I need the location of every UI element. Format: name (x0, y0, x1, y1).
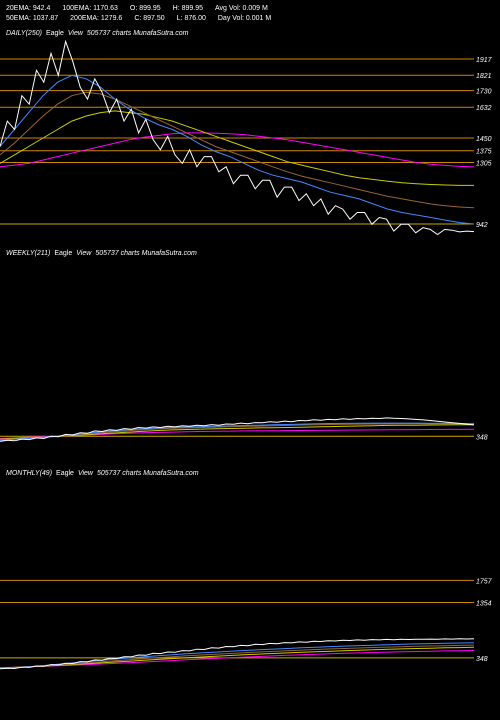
series-50ema (0, 92, 474, 207)
panel-source: 505737 charts MunafaSutra.com (97, 470, 199, 477)
price-level-label: 348 (476, 434, 488, 441)
panel-timeframe: MONTHLY(49) (6, 470, 52, 477)
panel-title: DAILY(250) Eagle View 505737 charts MunafaS… (6, 30, 188, 37)
price-level-label: 1821 (476, 73, 492, 80)
series-100ema (0, 110, 474, 184)
header-stat: 50EMA: 1037.87 (6, 14, 58, 24)
price-level-label: 1450 (476, 136, 492, 143)
price-level-label: 1305 (476, 160, 492, 167)
chart-svg: 1757 1354 348 (0, 468, 500, 688)
panel-brand: Eagle (54, 250, 72, 257)
panel-timeframe: DAILY(250) (6, 30, 42, 37)
price-level-label: 1375 (476, 148, 492, 155)
header-stat: C: 897.50 (134, 14, 164, 24)
panel-title: MONTHLY(49) Eagle View 505737 charts Munafa… (6, 470, 199, 477)
header-stat: H: 899.95 (173, 4, 203, 14)
panel-view-label: View (68, 30, 83, 37)
price-level-label: 1354 (476, 600, 492, 607)
panel-timeframe: WEEKLY(211) (6, 250, 50, 257)
chart-svg: 1917 1821 1730 1632 1450 1375 1305 942 (0, 28, 500, 248)
panel-view-label: View (78, 470, 93, 477)
header-stat: O: 899.95 (130, 4, 161, 14)
header-row-1: 20EMA: 942.4 100EMA: 1170.63 O: 899.95 H: 8… (6, 4, 494, 14)
price-level-label: 1632 (476, 105, 492, 112)
chart-svg: 348 (0, 248, 500, 468)
price-level-label: 348 (476, 655, 488, 662)
chart-panel: DAILY(250) Eagle View 505737 charts MunafaS… (0, 28, 500, 248)
chart-panel: MONTHLY(49) Eagle View 505737 charts Munafa… (0, 468, 500, 688)
panel-source: 505737 charts MunafaSutra.com (87, 30, 189, 37)
header-stat: 100EMA: 1170.63 (62, 4, 118, 14)
series-200ema (0, 429, 474, 438)
header-stat: 20EMA: 942.4 (6, 4, 50, 14)
header-stat: L: 876.00 (177, 14, 206, 24)
series-20ema (0, 75, 474, 224)
panel-source: 505737 charts MunafaSutra.com (95, 250, 197, 257)
panel-view-label: View (76, 250, 91, 257)
header-stat: Avg Vol: 0.009 M (215, 4, 268, 14)
header-stats: 20EMA: 942.4 100EMA: 1170.63 O: 899.95 H: 8… (0, 0, 500, 28)
header-row-2: 50EMA: 1037.87 200EMA: 1279.6 C: 897.50 L: … (6, 14, 494, 24)
price-level-label: 942 (476, 222, 488, 229)
price-level-label: 1730 (476, 88, 492, 95)
price-level-label: 1757 (476, 578, 493, 585)
panel-title: WEEKLY(211) Eagle View 505737 charts Munafa… (6, 250, 197, 257)
chart-panels-container: DAILY(250) Eagle View 505737 charts MunafaS… (0, 28, 500, 688)
price-level-label: 1917 (476, 57, 493, 64)
header-stat: 200EMA: 1279.6 (70, 14, 122, 24)
chart-panel: WEEKLY(211) Eagle View 505737 charts Munafa… (0, 248, 500, 468)
header-stat: Day Vol: 0.001 M (218, 14, 271, 24)
panel-brand: Eagle (56, 470, 74, 477)
panel-brand: Eagle (46, 30, 64, 37)
